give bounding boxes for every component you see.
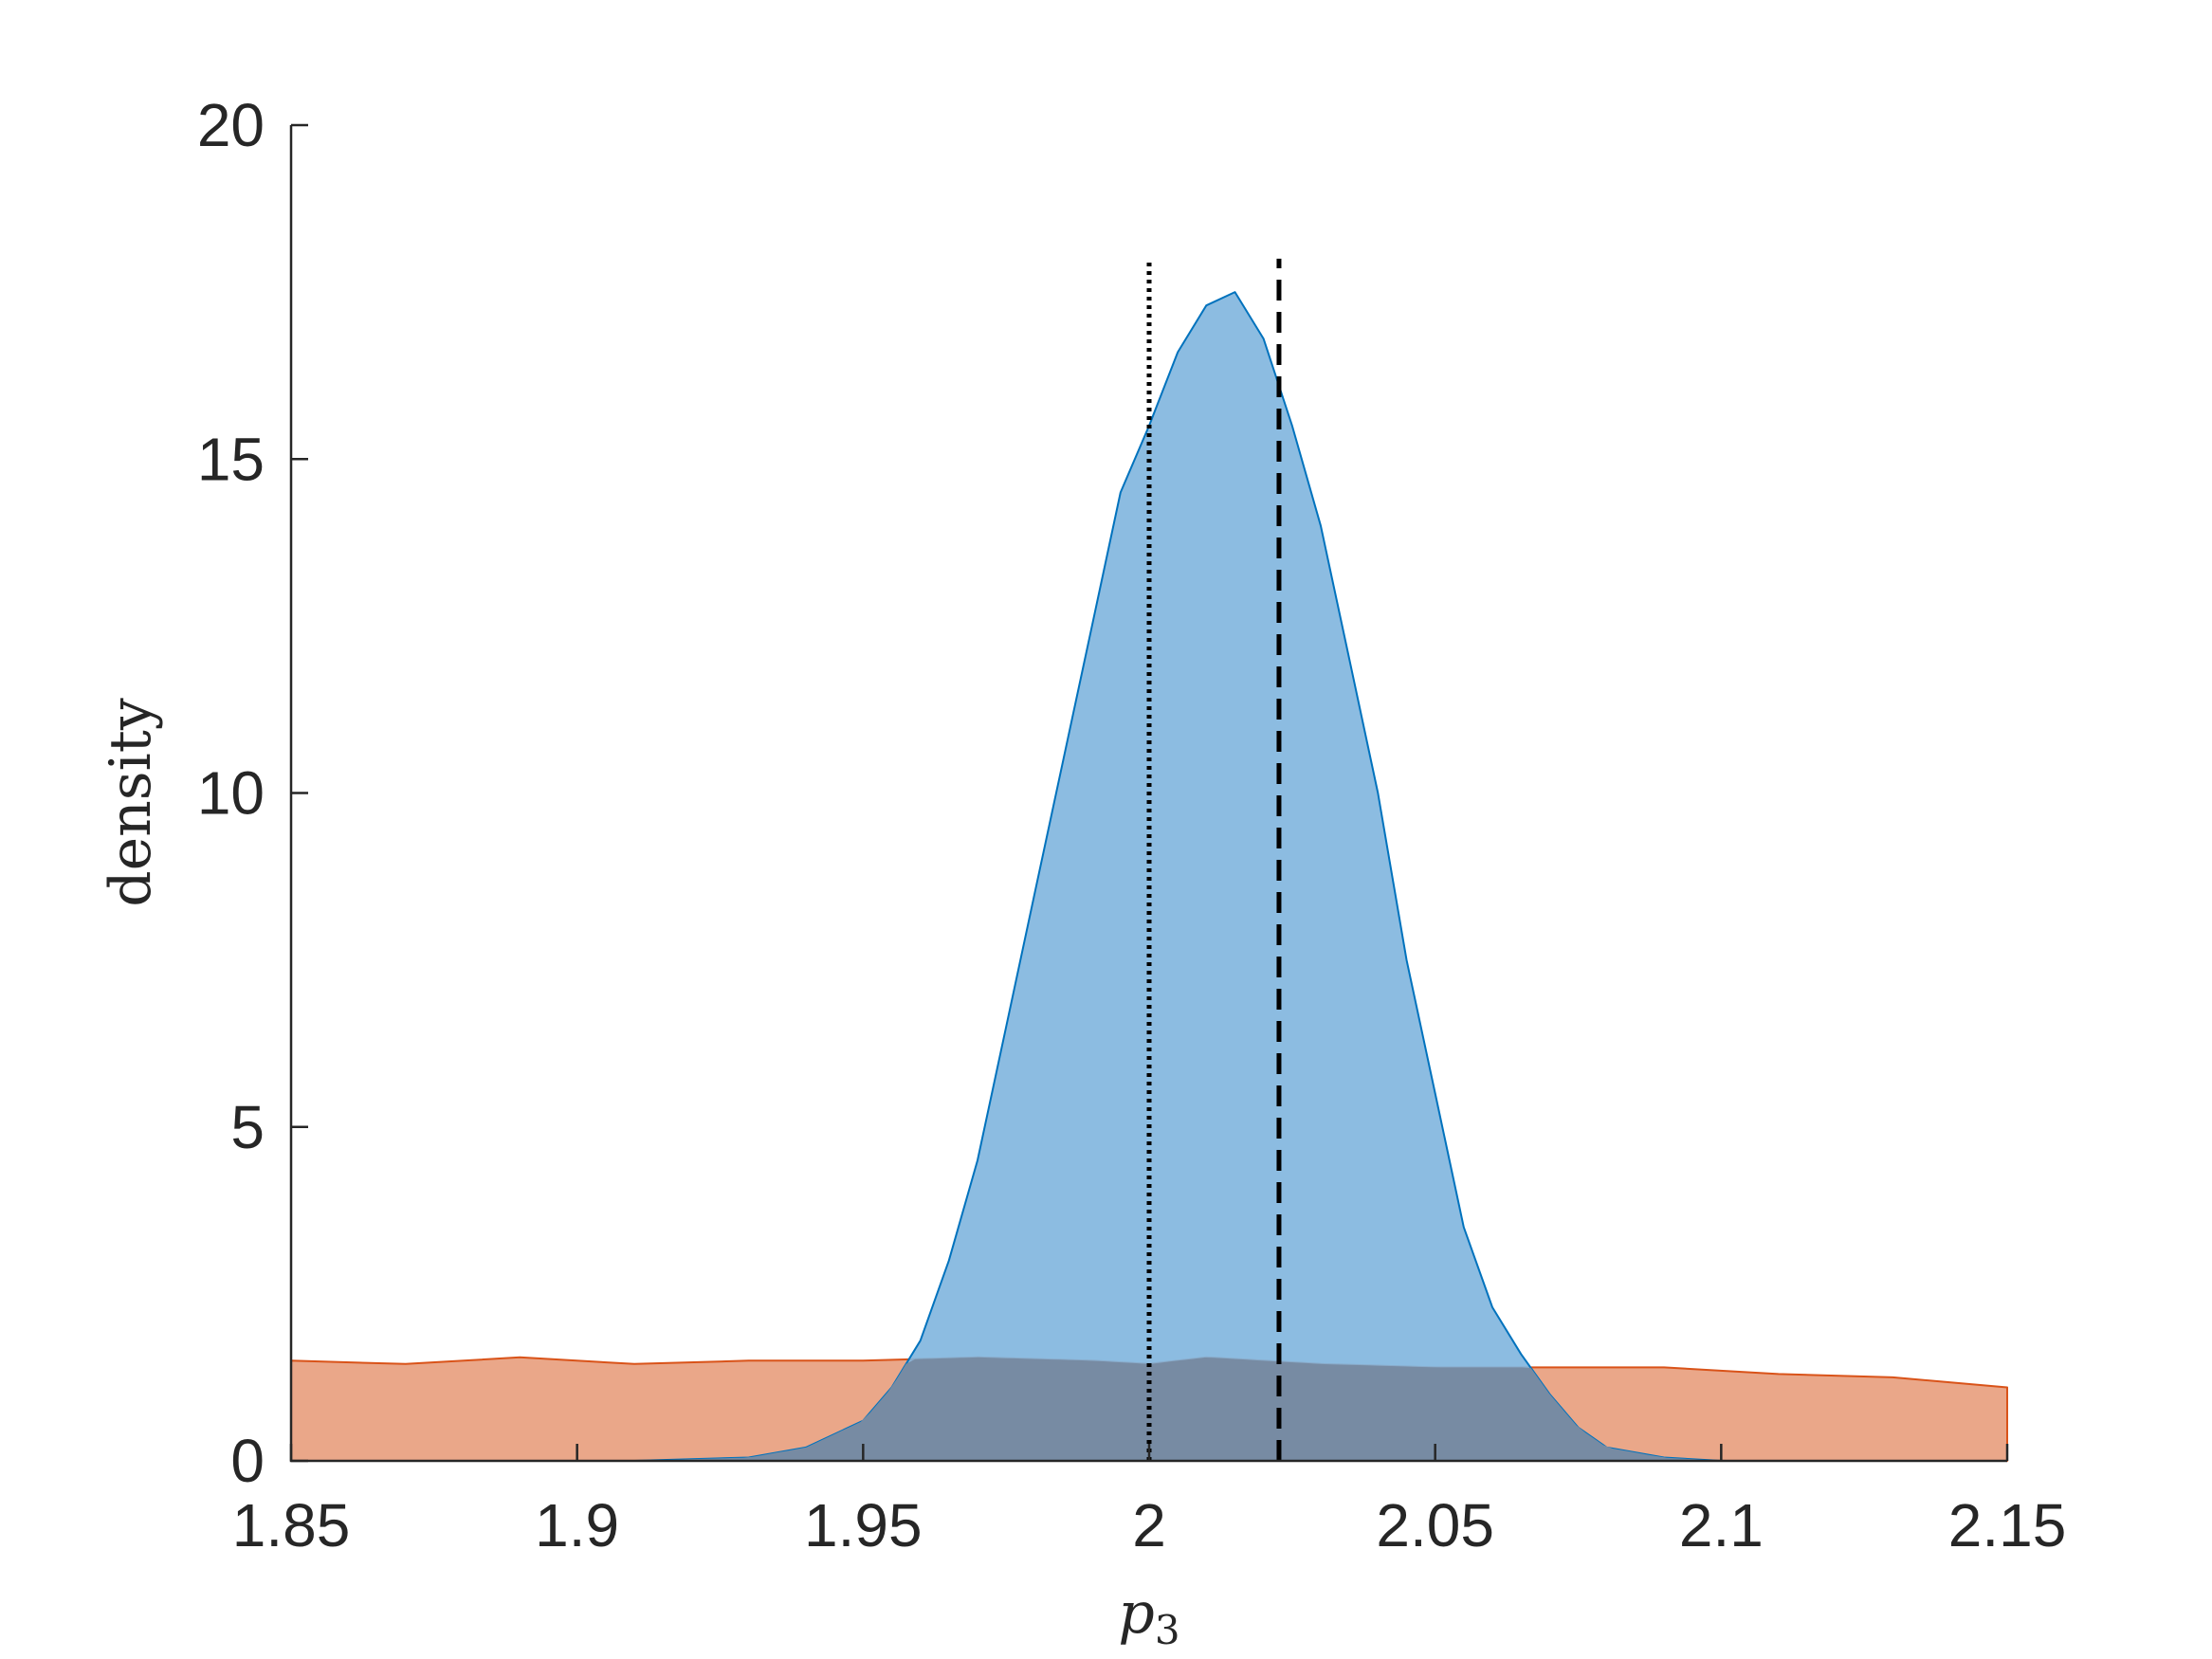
- density-area-series-2: [633, 291, 1723, 1462]
- x-axis-title-main: p: [1118, 1580, 1154, 1647]
- x-tick-label: 2.15: [1948, 1491, 2067, 1559]
- x-axis-title: p3: [1118, 1580, 1179, 1653]
- x-tick-label: 2: [1132, 1491, 1166, 1559]
- overlap-region: [634, 1357, 1722, 1461]
- y-axis-title: density: [98, 698, 164, 907]
- reference-lines: [1146, 258, 1282, 1461]
- y-tick-label: 10: [197, 759, 265, 828]
- x-tick-label: 2.05: [1376, 1491, 1494, 1559]
- x-tick-label: 1.85: [232, 1491, 351, 1559]
- axis-ticks: 1.85 1.9 1.95 2 2.05 2.1 2.15 0 5 10 15 20: [197, 91, 2066, 1559]
- y-tick-label: 5: [230, 1093, 265, 1161]
- x-tick-label: 2.1: [1679, 1491, 1764, 1559]
- y-tick-label: 15: [197, 425, 265, 493]
- y-tick-label: 0: [230, 1427, 265, 1495]
- y-tick-label: 20: [197, 91, 265, 159]
- x-tick-label: 1.95: [804, 1491, 923, 1559]
- x-tick-label: 1.9: [535, 1491, 619, 1559]
- x-axis-title-subscript: 3: [1155, 1607, 1180, 1653]
